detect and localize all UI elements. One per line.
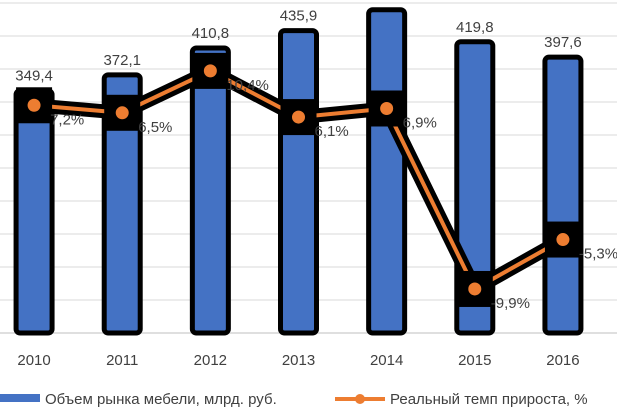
bar-2012: [189, 45, 231, 336]
bar-2010: [13, 88, 55, 336]
growth-label-2013: 6,1%: [315, 123, 349, 140]
growth-point-2012: [203, 64, 217, 78]
growth-label-2016: -5,3%: [579, 246, 617, 263]
x-tick-2016: 2016: [546, 352, 579, 369]
bar-2011: [101, 72, 143, 336]
x-tick-2015: 2015: [458, 352, 491, 369]
bar-2014: [366, 7, 408, 336]
legend-swatch-bars: [0, 394, 40, 402]
bar-label-2011: 372,1: [103, 52, 141, 69]
line-series: [16, 52, 581, 307]
bar-label-2015: 419,8: [456, 19, 494, 36]
bar-label-2010: 349,4: [15, 68, 53, 85]
bar-2016: [542, 54, 584, 336]
bar-label-2012: 410,8: [192, 25, 230, 42]
x-tick-2011: 2011: [106, 352, 138, 369]
bar-series: [13, 7, 584, 336]
bar-label-2014: 466: [374, 0, 399, 4]
legend-swatch-marker: [355, 394, 365, 404]
growth-point-2013: [292, 110, 305, 124]
x-tick-2013: 2013: [282, 352, 315, 369]
growth-label-2014: 6,9%: [403, 114, 437, 131]
bar-data-labels: 349,4 372,1 410,8 435,9 466 419,8 397,6: [15, 0, 581, 85]
bar-label-2016: 397,6: [544, 34, 582, 51]
bar-2013: [278, 28, 319, 336]
legend: Объем рынка мебели, млрд. руб. Реальный т…: [0, 391, 588, 408]
growth-point-2010: [27, 98, 41, 112]
x-axis-tick-labels: 2010 2011 2012 2013 2014 2015 2016: [17, 352, 579, 369]
growth-point-2016: [556, 233, 570, 247]
growth-label-2010: 7,2%: [50, 111, 84, 128]
growth-label-2015: -9,9%: [491, 295, 530, 312]
growth-label-2011: 6,5%: [138, 119, 172, 136]
legend-label-bars: Объем рынка мебели, млрд. руб.: [45, 391, 277, 408]
x-tick-2010: 2010: [17, 352, 50, 369]
growth-label-2012: 10,4%: [226, 77, 269, 94]
bar-label-2013: 435,9: [280, 8, 318, 25]
legend-label-line: Реальный темп прироста, %: [390, 391, 588, 408]
x-tick-2014: 2014: [370, 352, 403, 369]
growth-point-2015: [468, 282, 482, 296]
line-data-labels: 7,2% 6,5% 10,4% 6,1% 6,9% -9,9% -5,3%: [50, 77, 617, 312]
growth-point-2011: [115, 106, 129, 120]
growth-point-2014: [380, 101, 394, 115]
x-tick-2012: 2012: [194, 352, 227, 369]
